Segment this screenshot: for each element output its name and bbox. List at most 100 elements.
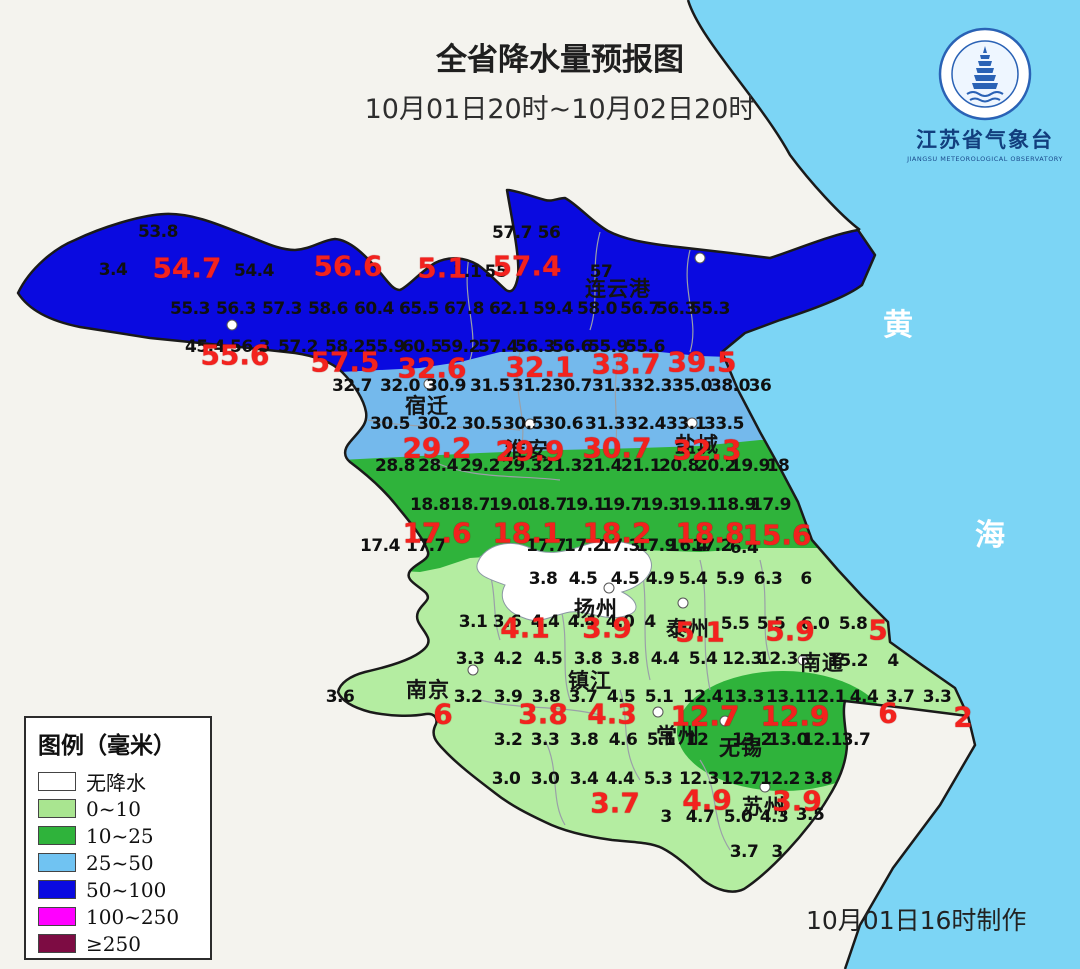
precip-value: 13.3 — [724, 687, 764, 707]
precip-value: 59.2 — [440, 337, 480, 357]
precip-value: 17.7 — [526, 536, 566, 556]
lake-gaoyou — [476, 540, 652, 621]
precip-value: 13.1 — [766, 687, 806, 707]
precip-value: 21.4 — [582, 456, 622, 476]
south-10-25-pocket — [677, 671, 889, 791]
precip-value: 62.1 — [489, 299, 529, 319]
precip-value: 32.3 — [632, 376, 672, 396]
precip-value: 12.7 — [721, 769, 761, 789]
precip-value: 55.9 — [365, 337, 405, 357]
precip-value-highlight: 32.3 — [672, 433, 742, 467]
city-label: 盐城 — [675, 433, 719, 457]
precip-value: 30.6 — [543, 414, 583, 434]
precip-value: 4.4 — [605, 769, 635, 789]
precip-value: 58.6 — [308, 299, 348, 319]
precip-value: 31.5 — [470, 376, 510, 396]
precip-value-highlight: 57.4 — [492, 249, 562, 283]
precip-value: 3.8 — [528, 569, 558, 589]
precip-value: 3.3 — [455, 649, 485, 669]
station-dot — [524, 418, 536, 430]
precip-value: 56.3 — [216, 299, 256, 319]
precip-value-highlight: 17.6 — [402, 516, 472, 550]
legend-title: 图例（毫米） — [38, 733, 176, 759]
legend: 图例（毫米） 无降水 0~10 10~25 25~50 50~100 100~250 ≥25… — [24, 716, 212, 960]
city-label: 南通 — [800, 651, 844, 675]
station-dot — [719, 715, 731, 727]
precip-value: 3.8 — [573, 649, 603, 669]
precip-value: 56 — [537, 223, 561, 243]
precip-value: 12 — [685, 730, 709, 750]
legend-swatch — [38, 934, 76, 953]
precip-value: 3.2 — [453, 687, 483, 707]
legend-item: 10~25 — [38, 822, 210, 849]
precip-value: 32.4 — [626, 414, 666, 434]
precip-value-highlight: 3.7 — [590, 786, 640, 820]
precip-value-highlight: 12.7 — [670, 699, 740, 733]
precip-value: 18.7 — [450, 495, 490, 515]
precip-value-highlight: 4.3 — [587, 697, 637, 731]
precip-value: 3.6 — [325, 687, 355, 707]
page-title: 全省降水量预报图 — [436, 42, 684, 78]
precip-value-highlight: 33.7 — [591, 347, 661, 381]
legend-label: 100~250 — [86, 904, 180, 929]
station-dot — [686, 417, 698, 429]
legend-swatch — [38, 907, 76, 926]
precip-value-highlight: 6 — [878, 696, 898, 730]
precip-value: 6.0 — [800, 614, 830, 634]
precip-value-highlight: 5.9 — [765, 614, 815, 648]
precip-value-highlight: 30.7 — [582, 431, 652, 465]
precip-value: 54.4 — [234, 261, 274, 281]
precip-value-highlight: 6 — [433, 697, 453, 731]
precip-value: 5.4 — [688, 649, 718, 669]
precip-value: 45.4 — [185, 337, 225, 357]
precip-value: 4.5 — [606, 687, 636, 707]
precip-value: 30.5 — [462, 414, 502, 434]
precip-value-highlight: 2 — [953, 700, 973, 734]
precip-value: 17.3 — [600, 536, 640, 556]
precip-value: 4.2 — [493, 649, 523, 669]
precip-value: 3.2 — [493, 730, 523, 750]
precip-value: 18.9 — [716, 495, 756, 515]
precip-value: 55.9 — [588, 337, 628, 357]
precip-value: 29.2 — [460, 456, 500, 476]
north-coastline — [686, 0, 861, 231]
precip-value: 17.9 — [751, 495, 791, 515]
title-block: 全省降水量预报图 10月01日20时~10月02日20时 — [270, 34, 850, 126]
made-timestamp: 10月01日16时制作 — [806, 906, 1027, 935]
station-dot — [694, 252, 706, 264]
precip-value: 30.5 — [503, 414, 543, 434]
precip-value: 19.9 — [730, 456, 770, 476]
precip-value: 4.4 — [650, 649, 680, 669]
precip-value-highlight: 32.1 — [505, 350, 575, 384]
precip-value: 19.1 — [678, 495, 718, 515]
legend-item: 25~50 — [38, 849, 210, 876]
precip-value: 60.5 — [402, 337, 442, 357]
city-label: 泰州 — [666, 617, 710, 641]
precip-value: 18.8 — [410, 495, 450, 515]
legend-swatch — [38, 772, 76, 791]
legend-item: 50~100 — [38, 876, 210, 903]
precip-value: 3.8 — [610, 649, 640, 669]
precip-value: 3.4 — [569, 769, 599, 789]
precip-value: 13.2 — [732, 730, 772, 750]
precip-value: 55 — [484, 262, 508, 282]
precip-value: 4.4 — [567, 612, 597, 632]
city-label: 常州 — [656, 724, 700, 748]
precip-value-highlight: 18.1 — [492, 516, 562, 550]
precip-value: 19.7 — [602, 495, 642, 515]
station-dot — [467, 664, 479, 676]
precip-value-highlight: 18.2 — [582, 516, 652, 550]
sea-label: 黄 — [883, 308, 913, 343]
station-dot — [677, 597, 689, 609]
precip-value: 3.0 — [491, 769, 521, 789]
precip-value: 67.8 — [444, 299, 484, 319]
precip-value: 4.7 — [685, 807, 715, 827]
precip-value-highlight: 39.5 — [667, 345, 737, 379]
precip-value: 3.7 — [568, 687, 598, 707]
precip-value: 5.4 — [678, 569, 708, 589]
city-label: 连云港 — [585, 277, 651, 301]
precip-value: 53.8 — [138, 222, 178, 242]
precip-value: 21.3 — [542, 456, 582, 476]
logo-name-en: JIANGSU METEOROLOGICAL OBSERVATORY — [907, 155, 1063, 163]
